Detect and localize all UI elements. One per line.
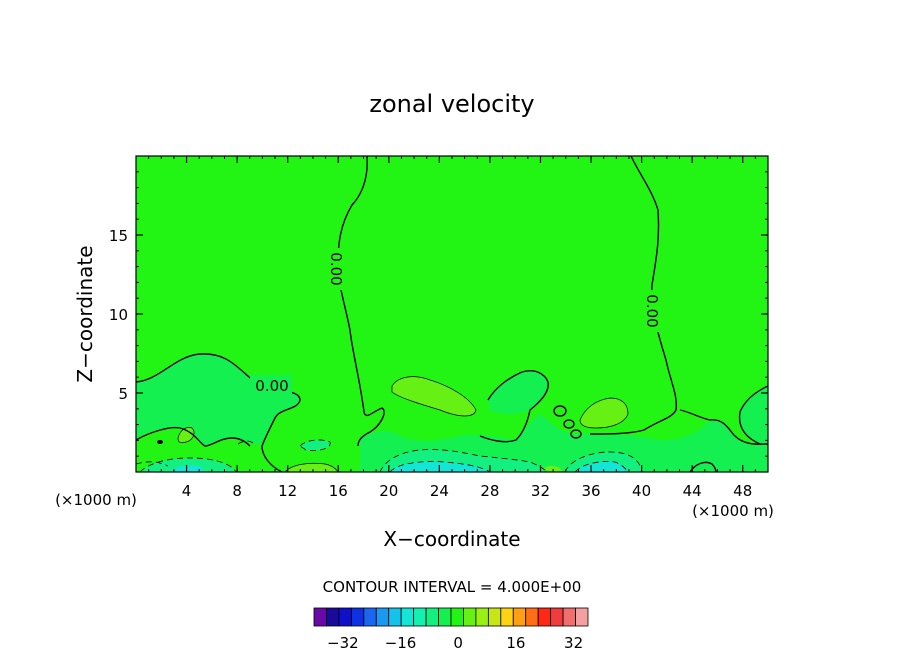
region-negative-cell [488,370,549,414]
region-positive-4 [285,463,338,472]
chart-title: zonal velocity [369,90,534,118]
x-tick-label: 20 [379,482,398,500]
region-strong-negative-3 [140,458,236,472]
negative-contour-1 [379,449,549,472]
x-axis-label: X−coordinate [383,527,520,551]
zero-contour-right-lower [679,409,768,445]
colorbar: −32 −16 0 16 32 [313,607,589,652]
colorbar-swatch [550,607,564,627]
region-negative-left [136,353,300,446]
x-unit-left: (×1000 m) [55,491,137,509]
zero-contour-cell [479,370,549,443]
region-positive-3 [178,427,194,443]
colorbar-tick-label: −16 [385,634,417,652]
positive-contours [177,376,629,472]
colorbar-swatch [562,607,576,627]
colorbar-swatch [313,607,327,627]
region-strong-negative-4 [300,439,331,451]
plot-area: 0.00 0.00 0.00 [136,156,768,472]
x-tick-label: 16 [329,482,348,500]
negative-contour-4 [299,439,331,451]
contour-interval-text: CONTOUR INTERVAL = 4.000E+00 [323,578,582,596]
colorbar-swatch [350,607,365,627]
negative-contour-8 [237,440,255,445]
colorbar-swatch [575,607,589,627]
colorbar-swatch [450,607,464,627]
colorbar-swatch [487,607,502,627]
negative-contour-2 [564,451,643,472]
negative-contour-5 [389,461,491,472]
contour-labels: 0.00 0.00 0.00 [250,248,661,395]
region-strongest-negative-2 [575,461,628,472]
colorbar-swatch [525,607,539,627]
x-tick-label: 32 [531,482,550,500]
colorbar-swatch [338,607,352,627]
zero-contour-right-edge [738,385,768,445]
positive-contour-4 [284,462,339,472]
negative-contours [136,439,643,472]
colorbar-swatch [500,607,514,627]
zero-contour-lower-left [136,426,251,447]
colorbar-swatch [326,607,340,627]
zero-contour-bottom-right [689,461,717,472]
region-negative-right [739,386,768,446]
colorbar-swatch [475,607,489,627]
zero-contour-small-3 [570,429,582,439]
contour-label-horizontal: 0.00 [255,377,288,395]
positive-contour-1 [391,376,477,417]
colorbar-swatch [400,607,415,627]
colorbar-swatch [413,607,427,627]
colorbar-swatch [512,607,527,627]
colorbar-swatch [425,607,439,627]
x-axis: 4 8 12 16 20 24 28 32 36 40 44 48 [148,156,756,500]
zero-contours [136,156,768,472]
positive-contour-3 [177,427,195,444]
colorbar-tick-label: −32 [327,634,359,652]
positive-contour-2 [579,397,629,429]
y-axis-label: Z−coordinate [73,245,97,382]
colorbar-swatch [375,607,390,627]
region-positive-2 [580,398,628,428]
colorbar-tick-label: 0 [453,634,463,652]
x-tick-label: 36 [581,482,600,500]
colorbar-swatch [438,607,452,627]
x-tick-label: 48 [733,482,752,500]
x-tick-label: 24 [430,482,449,500]
zero-contour-left-column [337,156,385,447]
zero-contour-small-1 [553,405,567,417]
colorbar-swatch [463,607,477,627]
zero-contour-left-region [136,353,301,472]
x-tick-label: 40 [632,482,651,500]
colorbar-swatch [363,607,377,627]
zero-contour-right-column [589,156,678,435]
x-tick-label: 4 [182,482,192,500]
x-tick-label: 8 [232,482,242,500]
x-tick-label: 28 [480,482,499,500]
y-tick-label: 10 [109,306,128,324]
colorbar-tick-label: 16 [506,634,525,652]
negative-contour-6 [574,461,629,472]
colorbar-swatch [388,607,402,627]
negative-contour-7 [136,461,169,467]
negative-contour-3 [139,457,237,472]
y-tick-label: 5 [118,385,128,403]
y-tick-label: 15 [109,227,128,245]
contour-label-vertical-right: 0.00 [643,294,661,327]
small-feature [157,440,163,444]
colorbar-swatch [537,607,552,627]
x-unit-right: (×1000 m) [692,502,774,520]
x-tick-label: 12 [278,482,297,500]
zero-contour-small-2 [563,419,575,429]
colorbar-tick-label: 32 [564,634,583,652]
y-axis: 5 10 15 [109,171,768,457]
region-positive-1 [392,376,476,416]
contour-label-vertical-left: 0.00 [327,252,345,285]
x-tick-label: 44 [683,482,702,500]
